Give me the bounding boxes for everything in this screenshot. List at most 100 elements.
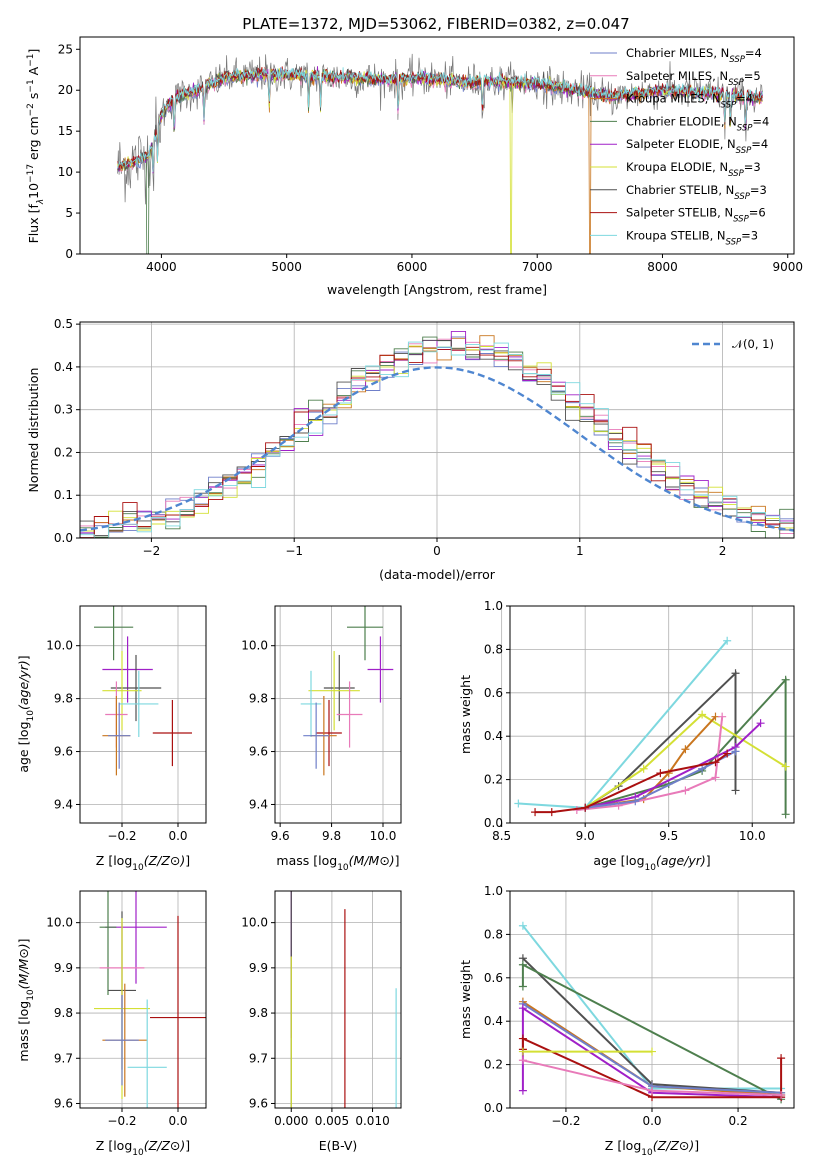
age_vs_mass-plot bbox=[300, 606, 394, 776]
mass_vs_Z-ytick-label: 9.6 bbox=[54, 1096, 73, 1110]
weight-series bbox=[584, 722, 762, 809]
residuals-ytick-label: 0.4 bbox=[54, 360, 73, 374]
weight-series bbox=[584, 713, 787, 809]
mass_vs_ebv-ytick-label: 9.6 bbox=[249, 1096, 268, 1110]
mass-vs-Z-ylabel: mass [log10(M/M⊙)] bbox=[16, 938, 36, 1061]
age-vs-mass-xlabel: mass [log10(M/M⊙)] bbox=[276, 853, 399, 873]
spectrum-ytick-label: 25 bbox=[58, 42, 73, 56]
legend-label: Kroupa MILES, NSSP=4 bbox=[626, 92, 753, 111]
weight_vs_age-xtick-label: 9.0 bbox=[576, 829, 595, 843]
spectrum-ytick-label: 0 bbox=[65, 247, 73, 261]
weight-point bbox=[698, 764, 707, 773]
weight-point bbox=[711, 773, 720, 782]
mass_vs_Z-xtick-label: 0.0 bbox=[168, 1114, 187, 1128]
spectrum-ytick-label: 15 bbox=[58, 124, 73, 138]
age_vs_mass-frame bbox=[274, 605, 402, 824]
spectrum-xtick-label: 7000 bbox=[522, 260, 553, 274]
weight_vs_Z-xtick-label: −0.2 bbox=[551, 1114, 580, 1128]
legend-label: Chabrier MILES, NSSP=4 bbox=[626, 46, 762, 65]
weight-point bbox=[581, 803, 590, 812]
weight-point bbox=[648, 1047, 656, 1056]
weight-point bbox=[656, 769, 665, 778]
age-vs-Z-xlabel: Z [log10(Z/Z⊙)] bbox=[96, 853, 190, 873]
weight_vs_age-ylabel: mass weight bbox=[458, 675, 473, 754]
weight-point bbox=[648, 1086, 656, 1095]
spectrum-ylabel: Flux [fλ10−17 erg cm−2 s−1 A−1] bbox=[26, 49, 46, 244]
spectrum-xtick-label: 6000 bbox=[397, 260, 428, 274]
age_vs_mass-xtick-label: 10.0 bbox=[370, 829, 397, 843]
weight-point bbox=[518, 1086, 527, 1095]
weight-point bbox=[723, 636, 732, 645]
weight-vs-age-xlabel: age [log10(age/yr)] bbox=[593, 853, 710, 873]
mass_vs_Z-ytick-label: 9.8 bbox=[54, 1006, 73, 1020]
legend-label: Salpeter MILES, NSSP=5 bbox=[626, 69, 761, 88]
weight-point bbox=[711, 712, 720, 721]
weight-point bbox=[518, 982, 527, 991]
mass_vs_ebv-frame bbox=[274, 890, 402, 1109]
mass_vs_Z-ytick-label: 9.9 bbox=[54, 961, 73, 975]
weight_vs_age-ytick-label: 0.8 bbox=[484, 642, 503, 656]
spectrum-plot bbox=[117, 53, 763, 254]
weight_vs_age-xtick-label: 10.0 bbox=[739, 829, 766, 843]
weight_vs_Z-ytick-label: 0.6 bbox=[484, 971, 503, 985]
residuals-ytick-label: 0.3 bbox=[54, 403, 73, 417]
mass-vs-Z-xlabel: Z [log10(Z/Z⊙)] bbox=[96, 1138, 190, 1158]
spectrum-ytick-label: 20 bbox=[58, 83, 73, 97]
mass_vs_ebv-ytick-label: 9.9 bbox=[249, 961, 268, 975]
residuals-ytick-label: 0.2 bbox=[54, 445, 73, 459]
weight-point bbox=[781, 762, 790, 771]
residuals-ytick-label: 0.0 bbox=[54, 531, 73, 545]
histogram-series bbox=[80, 335, 794, 538]
weight-point bbox=[777, 1054, 786, 1063]
weight_vs_age-panel: 8.5 9.0 9.5 10.0 0.0 0.2 0.4 0.6 0.8 1.0 mass weig… bbox=[458, 599, 795, 873]
residuals-xtick-label: 2 bbox=[719, 544, 727, 558]
weight-point bbox=[518, 1056, 527, 1065]
weight-point bbox=[681, 745, 690, 754]
age_vs_mass-panel: 9.6 9.8 10.0 9.4 9.6 9.8 10.0 mass [log10(M/M⊙)… bbox=[241, 605, 402, 873]
spectrum-legend: Chabrier MILES, NSSP=4 Salpeter MILES, NS… bbox=[590, 46, 769, 247]
legend-label: Kroupa ELODIE, NSSP=3 bbox=[626, 160, 761, 179]
mass_vs_Z-panel: −0.2 0.0 9.6 9.7 9.8 9.9 10.0 Z [log10(Z/Z⊙)] ma… bbox=[16, 890, 207, 1158]
mass_vs_ebv-ytick-label: 10.0 bbox=[241, 916, 268, 930]
spectrum-panel: 4000 5000 6000 7000 8000 9000 0 5 10 15 20 25 Chabri… bbox=[26, 36, 803, 297]
mass_vs_ebv-ytick-label: 9.7 bbox=[249, 1051, 268, 1065]
residuals-plot bbox=[80, 330, 794, 538]
weight-point bbox=[631, 797, 640, 806]
weight_vs_Z-ytick-label: 0.8 bbox=[484, 927, 503, 941]
weight_vs_Z-plot bbox=[518, 921, 786, 1104]
weight-point bbox=[731, 786, 740, 795]
mass_vs_Z-ytick-label: 9.7 bbox=[54, 1051, 73, 1065]
weight-point bbox=[711, 758, 720, 767]
weight-point bbox=[547, 808, 556, 817]
weight_vs_Z-panel: −0.2 0.0 0.2 0.0 0.2 0.4 0.6 0.8 1.0 mass weight Z… bbox=[458, 884, 795, 1158]
weight_vs_age-ytick-label: 0.4 bbox=[484, 729, 503, 743]
weight_vs_age-frame bbox=[509, 605, 795, 824]
spectrum-frame bbox=[79, 36, 795, 255]
age_vs_mass-ytick-label: 10.0 bbox=[241, 639, 268, 653]
weight_vs_Z-ytick-label: 0.4 bbox=[484, 1014, 503, 1028]
age_vs_Z-plot bbox=[94, 606, 192, 776]
age_vs_Z-ytick-label: 9.4 bbox=[54, 797, 73, 811]
weight-point bbox=[518, 960, 527, 969]
weight_vs_Z-ytick-label: 1.0 bbox=[484, 884, 503, 898]
weight-point bbox=[777, 1090, 786, 1099]
spectrum-xtick-label: 5000 bbox=[271, 260, 302, 274]
weight-point bbox=[639, 764, 648, 773]
weight_vs_Z-ytick-label: 0.0 bbox=[484, 1101, 503, 1115]
age_vs_Z-frame bbox=[79, 605, 207, 824]
mass_vs_ebv-panel: 0.000 0.005 0.010 9.6 9.7 9.8 9.9 10.0 E(B-V) bbox=[241, 890, 402, 1153]
age_vs_Z-panel: −0.2 0.0 9.4 9.6 9.8 10.0 Z [log10(Z/Z⊙)] age [… bbox=[16, 605, 207, 873]
residuals-panel: −2 −1 0 1 2 0.0 0.1 0.2 0.3 0.4 0.5 𝒩(0, 1) (data-mo… bbox=[26, 317, 795, 582]
mass_vs_ebv-xtick-label: 0.010 bbox=[355, 1114, 389, 1128]
mass_vs_ebv-ytick-label: 9.8 bbox=[249, 1006, 268, 1020]
weight-point bbox=[731, 747, 740, 756]
weight-point bbox=[731, 669, 740, 678]
weight-point bbox=[718, 712, 727, 721]
mass_vs_Z-frame bbox=[79, 890, 207, 1109]
residuals-xlabel: (data-model)/error bbox=[379, 567, 496, 582]
normal-reference-curve bbox=[80, 366, 794, 532]
residuals-xtick-label: 1 bbox=[576, 544, 584, 558]
weight_vs_age-xtick-label: 8.5 bbox=[492, 829, 511, 843]
age_vs_Z-xtick-label: 0.0 bbox=[168, 829, 187, 843]
weight-vs-Z-xlabel: Z [log10(Z/Z⊙)] bbox=[605, 1138, 699, 1158]
